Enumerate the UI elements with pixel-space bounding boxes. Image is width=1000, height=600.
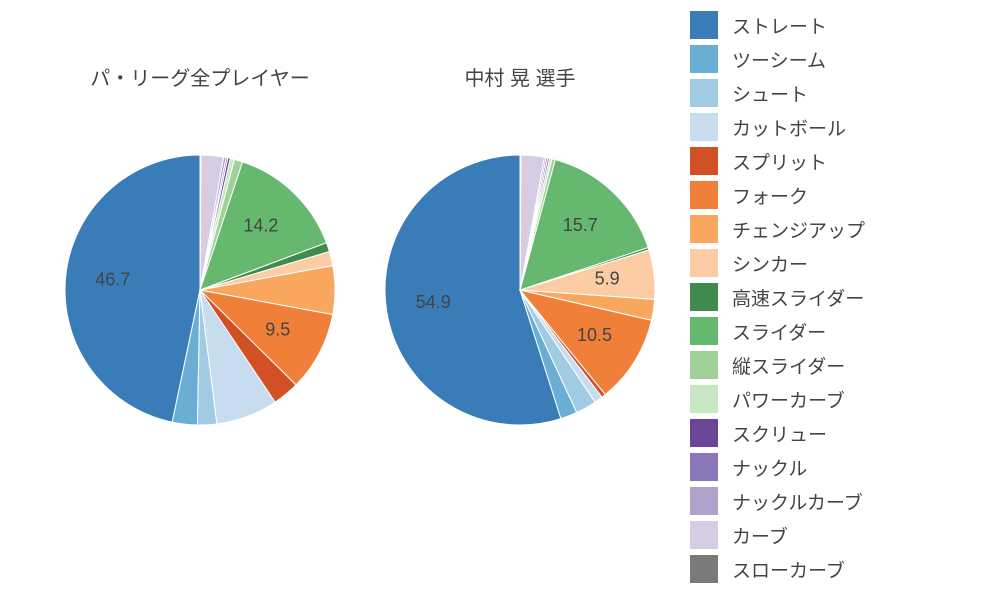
- legend-label: シンカー: [732, 250, 808, 277]
- legend-label: シュート: [732, 80, 808, 107]
- legend-swatch: [690, 487, 718, 515]
- legend-label: ツーシーム: [732, 46, 826, 73]
- legend-label: パワーカーブ: [732, 386, 845, 413]
- legend-swatch: [690, 351, 718, 379]
- legend-item: スプリット: [690, 144, 980, 178]
- legend-item: ナックルカーブ: [690, 484, 980, 518]
- legend: ストレートツーシームシュートカットボールスプリットフォークチェンジアップシンカー…: [690, 8, 980, 586]
- legend-item: シュート: [690, 76, 980, 110]
- legend-item: ナックル: [690, 450, 980, 484]
- pie-slice: [65, 155, 200, 422]
- legend-swatch: [690, 283, 718, 311]
- legend-item: ツーシーム: [690, 42, 980, 76]
- legend-label: チェンジアップ: [732, 216, 865, 243]
- legend-item: シンカー: [690, 246, 980, 280]
- pie-title: 中村 晃 選手: [464, 67, 575, 90]
- pie-title: パ・リーグ全プレイヤー: [90, 67, 309, 90]
- legend-label: 縦スライダー: [732, 352, 845, 379]
- legend-item: チェンジアップ: [690, 212, 980, 246]
- legend-label: ナックルカーブ: [732, 488, 863, 515]
- legend-swatch: [690, 419, 718, 447]
- legend-label: スライダー: [732, 318, 826, 345]
- legend-swatch: [690, 317, 718, 345]
- legend-label: カーブ: [732, 522, 788, 549]
- legend-swatch: [690, 45, 718, 73]
- pie-slice-label: 46.7: [95, 270, 130, 290]
- legend-item: スローカーブ: [690, 552, 980, 586]
- legend-swatch: [690, 11, 718, 39]
- legend-swatch: [690, 147, 718, 175]
- legend-swatch: [690, 79, 718, 107]
- legend-label: スクリュー: [732, 420, 827, 447]
- legend-item: ストレート: [690, 8, 980, 42]
- chart-area: パ・リーグ全プレイヤー 46.7 9.5 14.2 中村 晃 選手 54.9 10.5 5.9…: [0, 0, 690, 600]
- pie-slice-label: 5.9: [595, 269, 620, 289]
- legend-swatch: [690, 113, 718, 141]
- legend-label: スローカーブ: [732, 556, 845, 583]
- legend-swatch: [690, 215, 718, 243]
- legend-item: カーブ: [690, 518, 980, 552]
- legend-label: ストレート: [732, 12, 827, 39]
- legend-item: パワーカーブ: [690, 382, 980, 416]
- pie-slice-label: 15.7: [563, 215, 598, 235]
- legend-swatch: [690, 249, 718, 277]
- legend-swatch: [690, 385, 718, 413]
- legend-swatch: [690, 181, 718, 209]
- pie-charts-svg: パ・リーグ全プレイヤー 46.7 9.5 14.2 中村 晃 選手 54.9 10.5 5.9…: [0, 0, 690, 600]
- pie-slice-label: 14.2: [243, 216, 278, 236]
- legend-label: フォーク: [732, 182, 808, 209]
- legend-label: スプリット: [732, 148, 827, 175]
- pie-slice-label: 54.9: [416, 292, 451, 312]
- legend-item: スライダー: [690, 314, 980, 348]
- legend-swatch: [690, 555, 718, 583]
- legend-item: 縦スライダー: [690, 348, 980, 382]
- legend-item: スクリュー: [690, 416, 980, 450]
- pie-slice-label: 10.5: [577, 325, 612, 345]
- pie-slice-label: 9.5: [265, 319, 290, 339]
- legend-label: 高速スライダー: [732, 284, 864, 311]
- legend-label: ナックル: [732, 454, 807, 481]
- legend-item: フォーク: [690, 178, 980, 212]
- legend-swatch: [690, 521, 718, 549]
- legend-label: カットボール: [732, 114, 846, 141]
- legend-item: 高速スライダー: [690, 280, 980, 314]
- legend-swatch: [690, 453, 718, 481]
- legend-item: カットボール: [690, 110, 980, 144]
